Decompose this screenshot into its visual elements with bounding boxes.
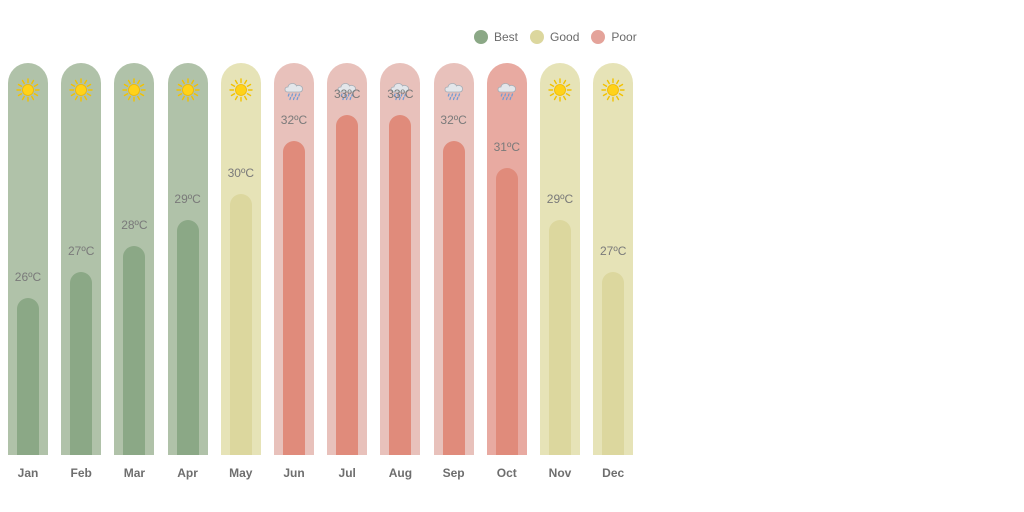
temperature-bar [229, 193, 252, 455]
temperature-bar [176, 219, 199, 455]
legend-item-poor: Poor [591, 30, 637, 44]
month-label: Nov [548, 466, 572, 480]
month-label: Feb [70, 466, 92, 480]
temperature-label: 33ºC [387, 87, 414, 102]
sun-icon [175, 78, 200, 102]
temperature-bar [602, 272, 625, 455]
temperature-bar [283, 141, 305, 455]
temperature-label: 27ºC [67, 244, 95, 259]
legend-swatch [530, 30, 545, 44]
temperature-label: 29ºC [174, 191, 201, 206]
legend-swatch [474, 30, 488, 44]
temperature-label: 29ºC [546, 191, 574, 206]
legend-label: Best [494, 30, 519, 44]
legend-label: Good [550, 30, 580, 44]
temperature-bar [495, 167, 518, 455]
month-label: Mar [123, 466, 146, 480]
temperature-label: 26ºC [14, 270, 42, 285]
rain-cloud-icon [388, 78, 412, 102]
temperature-label: 31ºC [493, 139, 520, 154]
sun-icon [16, 78, 40, 102]
temperature-bar [549, 219, 571, 455]
month-label: Oct [496, 466, 517, 480]
temperature-bar [442, 141, 465, 455]
month-label: Jul [338, 466, 356, 480]
temperature-bar [123, 245, 146, 455]
temperature-bar [336, 115, 359, 455]
legend-item-good: Good [530, 30, 579, 44]
temperature-label: 30ºC [227, 165, 254, 180]
sun-icon [548, 78, 572, 102]
rain-cloud-icon [442, 78, 466, 102]
temperature-label: 33ºC [333, 87, 361, 102]
temperature-label: 28ºC [121, 217, 148, 232]
month-label: Aug [388, 466, 413, 480]
temperature-label: 32ºC [440, 113, 467, 128]
month-label: Jan [17, 466, 39, 480]
temperature-label: 27ºC [599, 244, 627, 259]
rain-cloud-icon [282, 78, 306, 102]
month-label: Apr [177, 466, 198, 480]
month-label: May [229, 466, 253, 480]
rain-cloud-icon [495, 78, 519, 102]
legend-swatch [591, 30, 606, 44]
month-label: Jun [283, 466, 305, 480]
temperature-bar [17, 298, 39, 455]
temperature-label: 32ºC [280, 113, 308, 128]
temperature-bar [389, 115, 412, 455]
month-label: Dec [602, 466, 625, 480]
sun-icon [122, 78, 147, 102]
legend-label: Poor [611, 30, 637, 44]
legend-item-best: Best [474, 30, 518, 44]
sun-icon [601, 78, 625, 102]
sun-icon [229, 78, 253, 102]
temperature-bar [70, 272, 93, 455]
rain-cloud-icon [335, 78, 359, 102]
sun-icon [69, 78, 93, 102]
month-label: Sep [442, 466, 465, 480]
legend: Best Good Poor [474, 30, 637, 44]
